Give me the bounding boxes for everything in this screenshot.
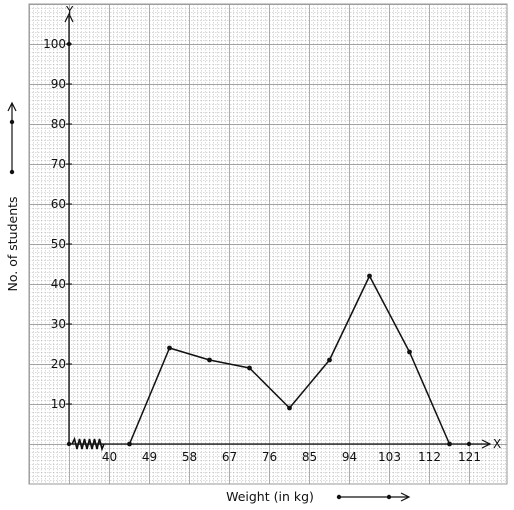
x-tick-label: 94 — [342, 450, 357, 464]
x-axis-end-point — [466, 441, 472, 447]
data-point — [327, 357, 332, 363]
y-tick-label: 100 — [43, 37, 66, 51]
x-tick-label: 112 — [418, 450, 441, 464]
x-tick-label: 49 — [142, 450, 157, 464]
y-direction-arrowhead — [7, 101, 17, 112]
x-tick-label: 103 — [378, 450, 401, 464]
y-tick-label: 30 — [51, 317, 66, 331]
axes — [64, 12, 492, 452]
origin-point — [66, 441, 72, 447]
tick-labels: 10 20 30 40 50 60 70 80 90 100 40 49 58 67 76 85 94 103 11… — [43, 37, 481, 464]
x-tick-label: 58 — [182, 450, 197, 464]
y-tick-label: 50 — [51, 237, 66, 251]
data-point — [407, 349, 412, 355]
y-tick-label: 70 — [51, 157, 66, 171]
x-axis-break-zigzag — [71, 436, 105, 452]
y-direction-dot — [9, 119, 15, 125]
x-axis-arrowhead — [481, 439, 492, 449]
x-axis-letter: X — [493, 437, 501, 451]
y-axis-letter: Y — [65, 4, 74, 18]
y-tick-label: 90 — [51, 77, 66, 91]
x-tick-label: 40 — [102, 450, 117, 464]
data-point — [287, 405, 292, 411]
direction-arrows — [7, 101, 411, 502]
y-direction-dot — [9, 169, 15, 175]
x-tick-label: 67 — [222, 450, 237, 464]
y-tick-label: 80 — [51, 117, 66, 131]
x-direction-dot — [336, 494, 342, 500]
x-axis-title: Weight (in kg) — [226, 489, 314, 504]
y-tick-label: 10 — [51, 397, 66, 411]
data-point — [167, 345, 172, 351]
data-point — [207, 357, 212, 363]
y-axis-title: No. of students — [5, 196, 20, 291]
x-tick-label: 85 — [302, 450, 317, 464]
data-point — [127, 441, 132, 447]
data-point — [247, 365, 252, 371]
x-tick-label: 76 — [262, 450, 277, 464]
data-point — [367, 273, 372, 279]
axis-labels: Weight (in kg) No. of students X Y — [5, 4, 501, 504]
graph-paper-grid — [28, 3, 508, 485]
y-axis-arrowhead — [64, 12, 74, 23]
graph-paper-border — [28, 3, 508, 485]
data-point — [447, 441, 452, 447]
x-direction-arrowhead — [400, 492, 411, 502]
y-tick-label: 40 — [51, 277, 66, 291]
x-tick-label: 121 — [458, 450, 481, 464]
y-tick-label: 20 — [51, 357, 66, 371]
y-tick-label: 60 — [51, 197, 66, 211]
x-direction-dot — [386, 494, 392, 500]
frequency-polygon — [127, 273, 452, 447]
